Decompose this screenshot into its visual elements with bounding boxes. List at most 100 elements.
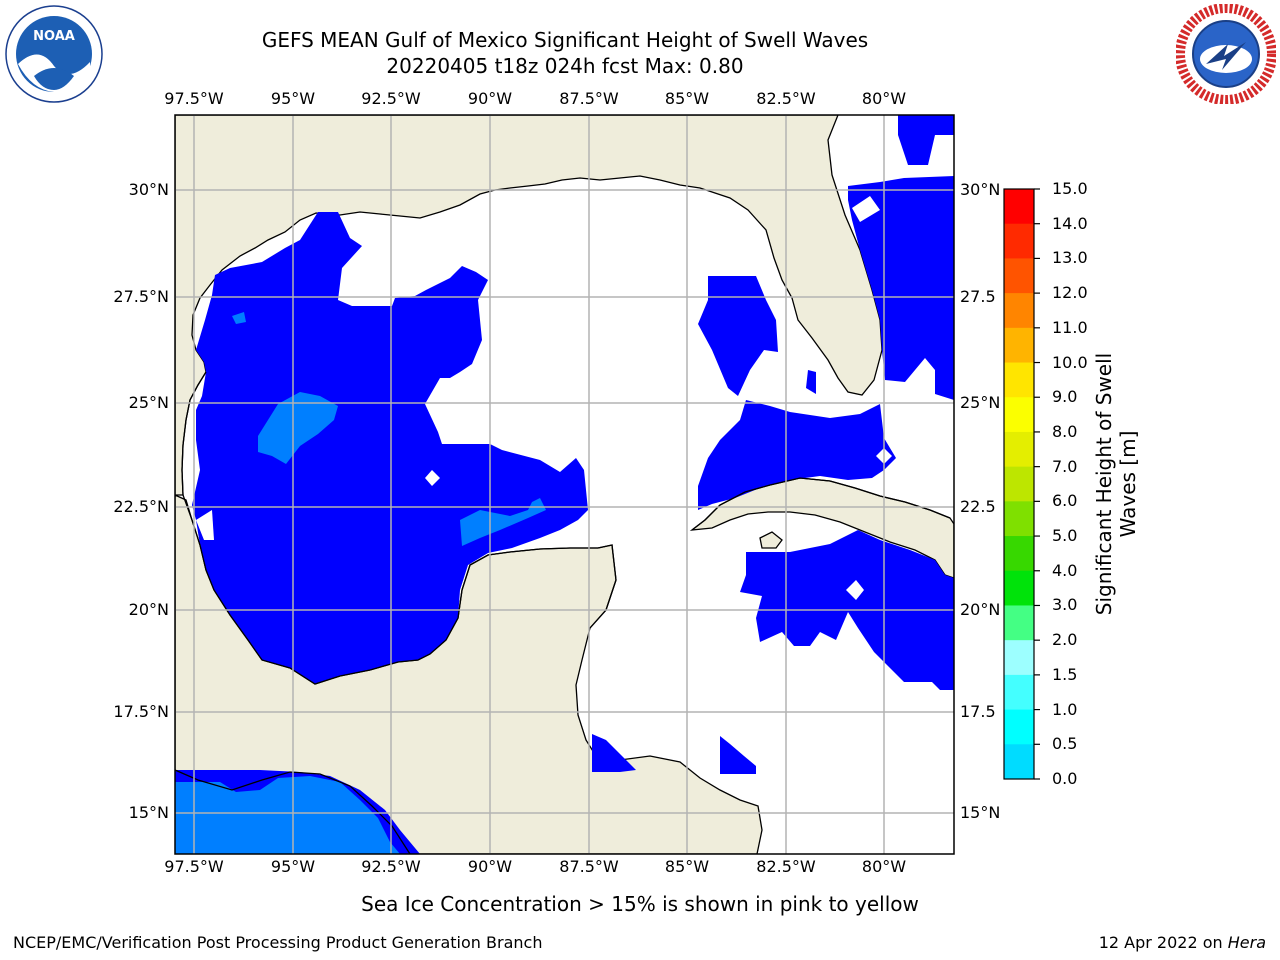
lon-label-bottom: 85°W: [664, 857, 710, 876]
footer-date: 12 Apr 2022 on Hera: [1099, 933, 1266, 952]
swell-region-honduras-bay: [592, 734, 636, 772]
lon-label-bottom: 82.5°W: [756, 857, 816, 876]
colorbar-tick-label: 4.0: [1052, 560, 1078, 580]
lat-label-left: 20°N: [128, 600, 169, 619]
swell-region-eastern-gulf-north: [698, 276, 778, 396]
lat-label-right: 30°N: [960, 180, 1001, 199]
lat-label-left: 15°N: [128, 803, 169, 822]
colorbar-band: [1004, 362, 1034, 398]
lon-label-top: 95°W: [270, 89, 316, 108]
swell-region-050-western-gulf: [258, 392, 338, 464]
colorbar-tick-label: 12.0: [1052, 283, 1088, 303]
swell-hole-1: [425, 470, 440, 486]
lon-label-bottom: 87.5°W: [559, 857, 619, 876]
swell-region-western-gulf: [192, 212, 588, 684]
swell-region-caribbean-south: [720, 736, 756, 774]
colorbar-band: [1004, 709, 1034, 745]
colorbar-band: [1004, 570, 1034, 606]
lat-label-right: 22.5: [960, 497, 996, 516]
lat-label-right: 15°N: [960, 803, 1001, 822]
colorbar-band: [1004, 536, 1034, 572]
colorbar-title: Significant Height of Swell Waves [m]: [1092, 352, 1140, 616]
noaa-logo-text: NOAA: [33, 29, 75, 44]
colorbar-tick-label: 14.0: [1052, 213, 1088, 233]
colorbar-band: [1004, 466, 1034, 502]
noaa-logo: NOAA: [5, 5, 103, 103]
colorbar-band: [1004, 501, 1034, 537]
colorbar-tick-label: 5.0: [1052, 526, 1078, 546]
colorbar-tick-label: 15.0: [1052, 179, 1088, 198]
coastline-mexico-west: [181, 371, 463, 685]
lat-label-left: 22.5°N: [113, 497, 169, 516]
lon-label-top: 90°W: [467, 89, 513, 108]
lon-label-bottom: 92.5°W: [361, 857, 421, 876]
swell-region-small-fl: [806, 370, 816, 394]
swell-region-florida-straits: [698, 400, 896, 510]
chart-title: GEFS MEAN Gulf of Mexico Significant Hei…: [261, 28, 869, 52]
colorbar-tick-label: 11.0: [1052, 317, 1088, 337]
colorbar-tick-label: 8.0: [1052, 421, 1078, 441]
colorbar-band: [1004, 674, 1034, 711]
lon-label-bottom: 90°W: [467, 857, 513, 876]
colorbar-band: [1004, 397, 1034, 433]
colorbar-band: [1004, 327, 1034, 364]
swell-region-atlantic-top: [898, 115, 954, 165]
lon-label-top: 87.5°W: [559, 89, 619, 108]
swell-hole-3: [846, 580, 864, 600]
lon-label-top: 92.5°W: [361, 89, 421, 108]
colorbar-band: [1004, 223, 1034, 259]
swell-region-050-campeche: [460, 498, 546, 546]
swell-region-050-pacific: [175, 776, 400, 854]
map-frame: [174, 114, 955, 855]
colorbar-frame: [1003, 188, 1035, 780]
lat-label-right: 20°N: [960, 600, 1001, 619]
footer-org: NCEP/EMC/Verification Post Processing Pr…: [13, 933, 543, 952]
lat-label-left: 27.5°N: [113, 287, 169, 306]
lat-label-left: 30°N: [128, 180, 169, 199]
swell-region-050-small: [232, 312, 246, 324]
colorbar-tick-label: 3.0: [1052, 595, 1078, 615]
colorbar-tick-label: 10.0: [1052, 352, 1088, 372]
colorbar-tick-label: 1.5: [1052, 664, 1078, 684]
colorbar-tick-label: 6.0: [1052, 491, 1078, 511]
lon-label-bottom: 80°W: [861, 857, 907, 876]
coastline-yucatan: [461, 544, 617, 629]
colorbar-tick-label: 13.0: [1052, 248, 1088, 268]
lon-label-bottom: 95°W: [270, 857, 316, 876]
swell-hole-5: [852, 196, 880, 222]
colorbar-band: [1004, 640, 1034, 676]
footer-date-text: 12 Apr 2022 on: [1098, 933, 1228, 952]
lon-label-top: 97.5°W: [164, 89, 224, 108]
lat-label-right: 27.5: [960, 287, 996, 306]
chart-subtitle: 20220405 t18z 024h fcst Max: 0.80: [386, 54, 744, 78]
colorbar-tick-label: 0.0: [1052, 769, 1078, 788]
colorbar-band: [1004, 744, 1034, 780]
lon-label-top: 85°W: [664, 89, 710, 108]
swell-region-atlantic: [848, 176, 954, 400]
colorbar-tick-label: 0.5: [1052, 734, 1078, 754]
lat-label-right: 25°N: [960, 393, 1001, 412]
lon-label-bottom: 97.5°W: [164, 857, 224, 876]
colorbar-tick-label: 2.0: [1052, 630, 1078, 650]
colorbar-tick-label: 9.0: [1052, 387, 1078, 407]
lat-label-left: 17.5°N: [113, 702, 169, 721]
lon-label-top: 80°W: [861, 89, 907, 108]
colorbar-band: [1004, 258, 1034, 294]
colorbar-tick-label: 1.0: [1052, 699, 1078, 719]
colorbar-tick-label: 7.0: [1052, 456, 1078, 476]
footer-host: Hera: [1227, 933, 1266, 952]
lat-label-left: 25°N: [128, 393, 169, 412]
coastline-pacific: [175, 769, 411, 854]
land-isle-of-youth: [759, 531, 783, 549]
sea-ice-note: Sea Ice Concentration > 15% is shown in …: [361, 892, 919, 916]
nws-logo: [1176, 4, 1276, 104]
lat-label-right: 17.5: [960, 702, 996, 721]
swell-hole-6: [510, 342, 518, 352]
map-gridlines: [175, 115, 954, 854]
colorbar-band: [1004, 293, 1034, 329]
colorbar-band: [1004, 605, 1034, 641]
colorbar-band: [1004, 189, 1034, 225]
colorbar-band: [1004, 431, 1034, 468]
